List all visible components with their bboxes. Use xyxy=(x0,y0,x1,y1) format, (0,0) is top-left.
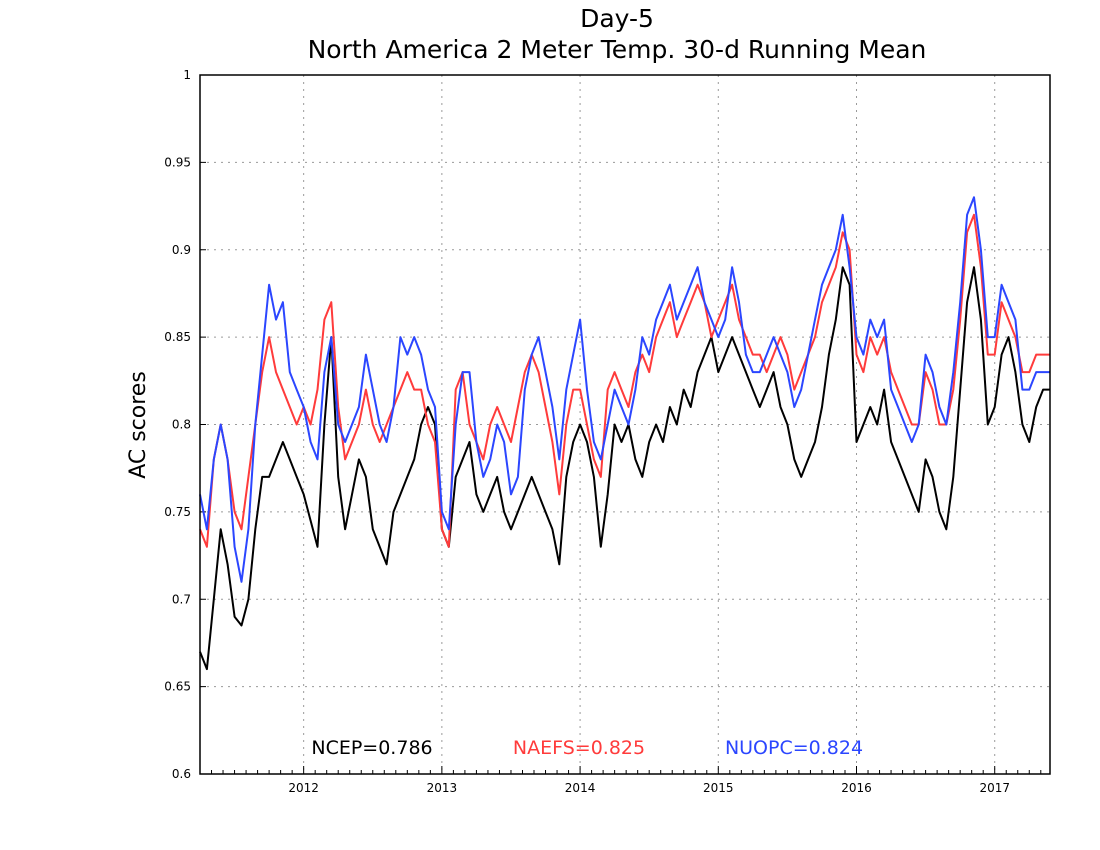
y-axis: 0.6 0.65 0.7 0.75 0.8 0.85 0.9 0.95 1 xyxy=(164,68,206,781)
y-tick-label: 0.75 xyxy=(164,505,191,519)
y-tick-label: 0.7 xyxy=(172,592,191,606)
x-tick-label: 2014 xyxy=(565,781,596,795)
gridlines xyxy=(200,75,1050,774)
chart-subtitle: North America 2 Meter Temp. 30-d Running… xyxy=(308,35,927,64)
plot-frame xyxy=(199,74,1051,775)
x-tick-label: 2017 xyxy=(979,781,1010,795)
y-tick-label: 0.95 xyxy=(164,155,191,169)
y-tick-label: 1 xyxy=(183,68,191,82)
stat-ncep: NCEP=0.786 xyxy=(311,737,432,759)
stat-nuopc: NUOPC=0.824 xyxy=(725,737,863,759)
y-tick-label: 0.9 xyxy=(172,243,191,257)
chart-title: Day-5 xyxy=(580,4,654,33)
x-tick-label: 2013 xyxy=(427,781,458,795)
y-tick-label: 0.6 xyxy=(172,767,191,781)
y-axis-label: AC scores xyxy=(126,371,151,479)
y-tick-label: 0.8 xyxy=(172,418,191,432)
series-line-ncep xyxy=(199,266,1050,671)
x-tick-label: 2016 xyxy=(841,781,872,795)
x-tick-label: 2012 xyxy=(288,781,319,795)
x-tick-label: 2015 xyxy=(703,781,734,795)
series-layer xyxy=(199,196,1050,671)
y-tick-label: 0.65 xyxy=(164,680,191,694)
series-line-nuopc xyxy=(199,196,1050,583)
y-tick-label: 0.85 xyxy=(164,330,191,344)
x-axis: 2012 2013 2014 2015 2016 2017 xyxy=(199,766,1042,795)
stat-naefs: NAEFS=0.825 xyxy=(513,737,645,759)
